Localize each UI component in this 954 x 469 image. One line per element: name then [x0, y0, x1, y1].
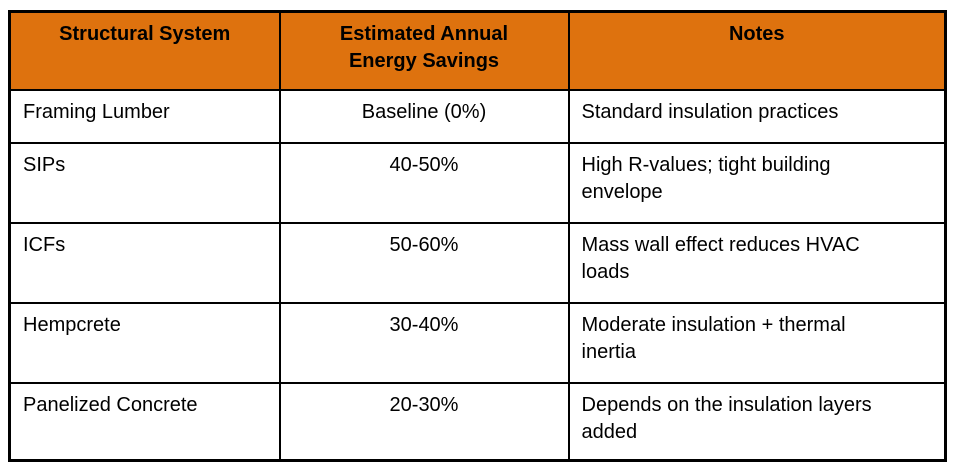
table-header-row: Structural System Estimated Annual Energ…	[8, 10, 947, 91]
cell-savings: 50-60%	[278, 221, 570, 304]
cell-system: ICFs	[8, 221, 281, 304]
cell-notes: High R-values; tight building envelope	[567, 141, 947, 224]
cell-notes: Standard insulation practices	[567, 88, 947, 144]
energy-savings-table: Structural System Estimated Annual Energ…	[8, 10, 947, 462]
table-row: Hempcrete 30-40% Moderate insulation + t…	[8, 301, 947, 384]
cell-notes: Depends on the insulation layers added	[567, 381, 947, 462]
table-row: Framing Lumber Baseline (0%) Standard in…	[8, 88, 947, 144]
header-notes: Notes	[567, 10, 947, 91]
cell-system: Panelized Concrete	[8, 381, 281, 462]
table-row: SIPs 40-50% High R-values; tight buildin…	[8, 141, 947, 224]
cell-savings: Baseline (0%)	[278, 88, 570, 144]
cell-system: Hempcrete	[8, 301, 281, 384]
cell-system: SIPs	[8, 141, 281, 224]
cell-savings: 30-40%	[278, 301, 570, 384]
table-row: ICFs 50-60% Mass wall effect reduces HVA…	[8, 221, 947, 304]
cell-system: Framing Lumber	[8, 88, 281, 144]
cell-notes: Mass wall effect reduces HVAC loads	[567, 221, 947, 304]
header-structural-system: Structural System	[8, 10, 281, 91]
header-energy-savings: Estimated Annual Energy Savings	[278, 10, 570, 91]
energy-savings-table-container: Structural System Estimated Annual Energ…	[8, 10, 947, 462]
cell-notes: Moderate insulation + thermal inertia	[567, 301, 947, 384]
table-row: Panelized Concrete 20-30% Depends on the…	[8, 381, 947, 462]
cell-savings: 40-50%	[278, 141, 570, 224]
cell-savings: 20-30%	[278, 381, 570, 462]
